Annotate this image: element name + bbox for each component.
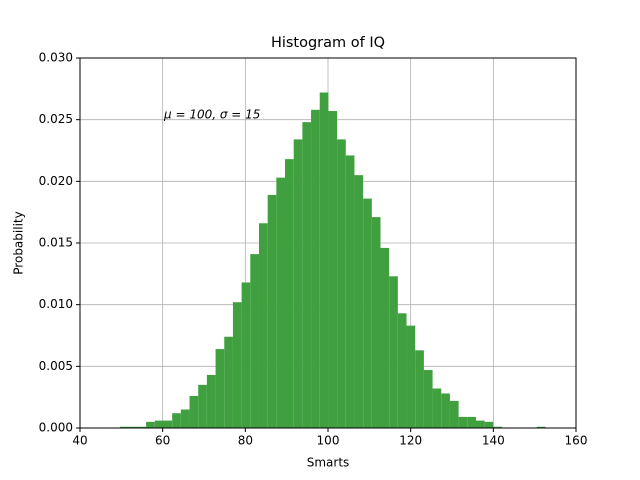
bar xyxy=(380,247,390,428)
x-tick-label: 120 xyxy=(399,434,422,448)
bar xyxy=(180,409,190,428)
bar xyxy=(458,416,468,428)
bar xyxy=(215,349,225,428)
bar xyxy=(423,370,433,428)
bar xyxy=(311,109,320,429)
bar xyxy=(319,92,329,429)
bars xyxy=(120,92,546,429)
x-tick-label: 40 xyxy=(72,434,87,448)
bar xyxy=(189,395,199,428)
y-tick-label: 0.025 xyxy=(39,112,73,126)
bar xyxy=(432,388,442,428)
ticks: 40 60 80 100 120 140 160 0.000 0.005 0.010 0.015 0.… xyxy=(39,51,588,448)
bar xyxy=(128,426,138,428)
bar xyxy=(406,325,416,428)
bar xyxy=(293,139,303,428)
bar xyxy=(475,420,485,428)
bar xyxy=(137,426,147,428)
bar xyxy=(536,426,546,428)
bar xyxy=(363,198,372,428)
bar xyxy=(154,420,164,428)
x-tick-label: 160 xyxy=(565,434,588,448)
y-tick-label: 0.015 xyxy=(39,236,73,250)
bar xyxy=(267,194,277,428)
bar xyxy=(241,282,251,428)
bar xyxy=(441,393,450,428)
y-tick-label: 0.020 xyxy=(39,174,73,188)
bar xyxy=(224,336,233,428)
bar xyxy=(493,426,503,428)
x-tick-label: 100 xyxy=(317,434,340,448)
x-tick-label: 140 xyxy=(482,434,505,448)
y-tick-label: 0.010 xyxy=(39,297,73,311)
chart-title: Histogram of IQ xyxy=(271,35,385,51)
bar xyxy=(146,421,155,428)
y-axis-label: Probability xyxy=(12,211,26,274)
bar xyxy=(484,421,494,428)
bar xyxy=(276,177,286,428)
bar xyxy=(163,420,173,428)
bar xyxy=(415,350,424,428)
bar xyxy=(198,384,207,428)
annotation: μ = 100, σ = 15 xyxy=(163,108,260,122)
bar xyxy=(172,413,181,428)
y-tick-label: 0.030 xyxy=(39,51,73,65)
bar xyxy=(258,223,268,428)
bar xyxy=(345,155,355,428)
y-tick-label: 0.000 xyxy=(39,421,73,435)
bar xyxy=(467,416,476,428)
x-tick-label: 80 xyxy=(238,434,253,448)
bar xyxy=(250,254,259,428)
bar xyxy=(232,302,242,428)
x-tick-label: 60 xyxy=(155,434,170,448)
bar xyxy=(337,139,346,428)
bar xyxy=(389,276,398,428)
bar xyxy=(120,426,129,428)
bar xyxy=(328,111,338,429)
bar xyxy=(206,374,216,428)
bar xyxy=(371,217,381,428)
x-axis-label: Smarts xyxy=(307,456,350,470)
y-tick-label: 0.005 xyxy=(39,359,73,373)
bar xyxy=(397,313,407,428)
bar xyxy=(302,122,312,428)
bar xyxy=(285,159,294,428)
bar xyxy=(354,175,364,428)
bar xyxy=(449,400,459,428)
